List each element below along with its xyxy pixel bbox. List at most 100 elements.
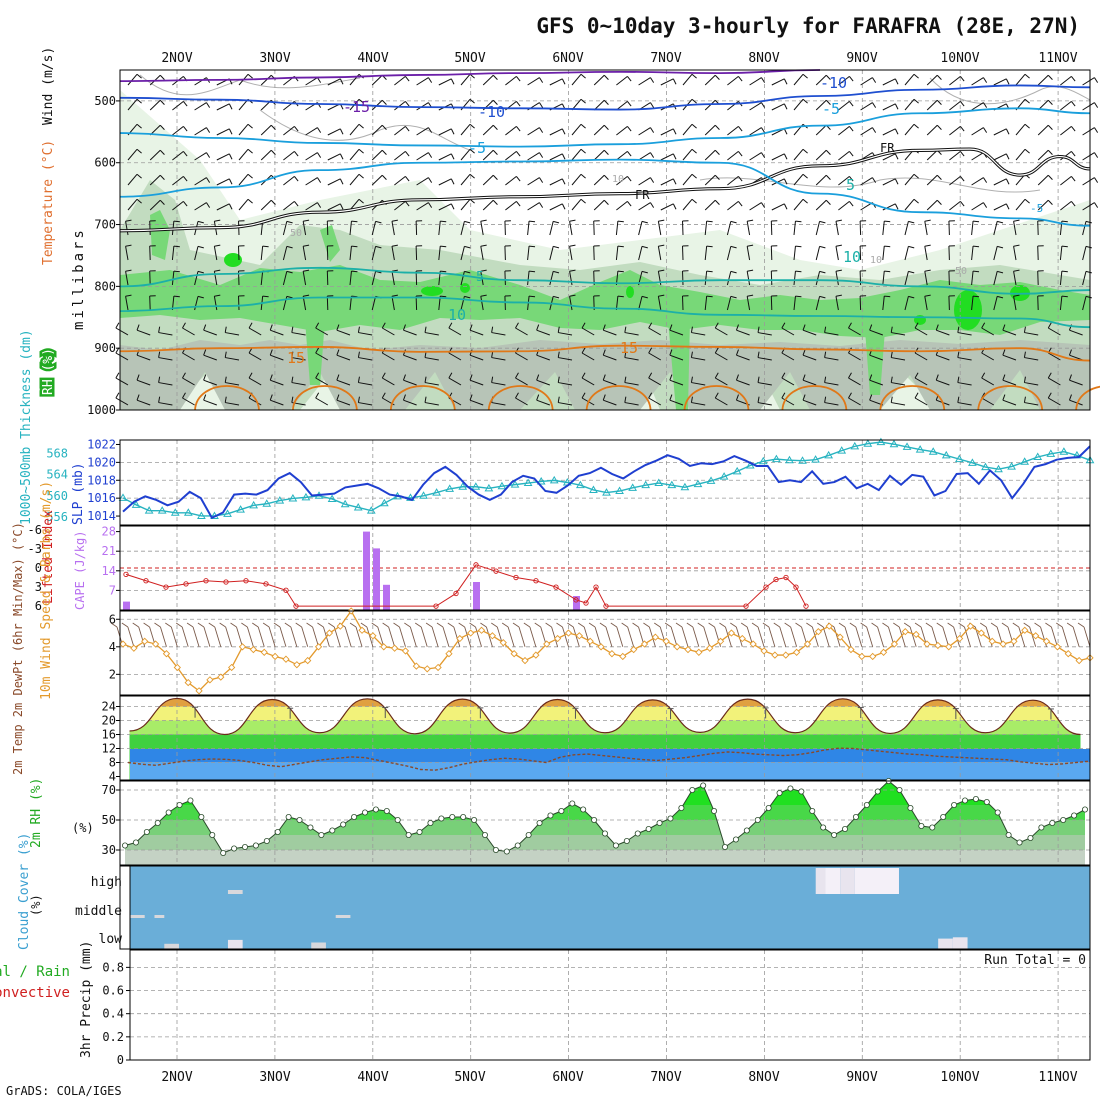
wind-barb bbox=[158, 357, 173, 361]
wind-barb bbox=[757, 382, 772, 386]
barb-10m-flag bbox=[958, 622, 965, 628]
wind-barb-flag bbox=[424, 376, 427, 383]
wind-speed-marker bbox=[336, 622, 344, 630]
wind-barb-flag bbox=[182, 392, 186, 399]
wind-barb bbox=[815, 246, 821, 261]
wind-barb bbox=[914, 377, 928, 386]
wind-barb-flag bbox=[735, 349, 739, 356]
wind-barb bbox=[936, 354, 950, 361]
thickness-marker bbox=[589, 485, 598, 493]
isotherm-5 bbox=[119, 158, 1091, 227]
wind-barb bbox=[682, 123, 693, 136]
wind-speed-marker bbox=[749, 640, 757, 648]
wind-barb-flag bbox=[1061, 270, 1068, 273]
wind-barb-flag bbox=[214, 219, 221, 222]
rh-marker bbox=[972, 796, 979, 803]
wind-barb-flag bbox=[224, 351, 227, 358]
barb-10m-flag bbox=[784, 622, 791, 628]
isotherm--10 bbox=[119, 84, 1091, 111]
barb-10m-flag bbox=[936, 622, 944, 628]
wind-barb bbox=[515, 327, 528, 336]
barb-10m-flag bbox=[795, 622, 802, 628]
wind-barb bbox=[824, 357, 839, 361]
wind-speed-marker bbox=[390, 644, 399, 652]
wind-barb bbox=[270, 329, 284, 336]
wind-barb bbox=[757, 402, 772, 406]
wind-speed-marker bbox=[119, 640, 127, 648]
wind-speed-line bbox=[119, 607, 1094, 695]
wind-barb bbox=[194, 152, 207, 161]
wind-barb bbox=[914, 352, 928, 361]
rh-bright-spot-2 bbox=[421, 286, 443, 296]
rh-band bbox=[125, 850, 1085, 865]
isotherm--15 bbox=[119, 69, 821, 83]
wind-barb-flag bbox=[761, 77, 766, 83]
wind-barb bbox=[469, 329, 484, 336]
wind-barb bbox=[1048, 397, 1061, 406]
wind-barb-flag bbox=[848, 392, 852, 399]
wind-barb bbox=[793, 148, 804, 161]
thickness-marker bbox=[366, 506, 376, 514]
wind-barb-flag bbox=[450, 153, 455, 160]
wind-barb bbox=[660, 178, 674, 186]
wind-barb bbox=[848, 377, 861, 386]
wind-barb bbox=[327, 153, 341, 161]
wind-barb-flag bbox=[757, 396, 760, 403]
wind-barb-flag bbox=[824, 396, 827, 403]
wind-barb bbox=[638, 77, 651, 86]
wind-barb bbox=[949, 125, 961, 136]
wind-barb bbox=[282, 271, 288, 286]
wind-barb-flag bbox=[983, 77, 988, 83]
wind-barb bbox=[225, 332, 240, 336]
tick-rh-30: 30 bbox=[102, 843, 116, 857]
wind-barb-flag bbox=[480, 269, 487, 272]
wind-barb bbox=[571, 123, 582, 136]
wind-barb-flag bbox=[835, 219, 842, 222]
wind-barb bbox=[904, 296, 909, 311]
panel6-frame bbox=[119, 780, 1091, 866]
ylabel-rh: RH (%) bbox=[41, 348, 56, 395]
wind-barb-flag bbox=[960, 76, 965, 82]
barb-10m-flag bbox=[1056, 622, 1063, 628]
wind-barb bbox=[838, 125, 850, 136]
wind-barb-flag bbox=[580, 198, 586, 204]
wind-barb-flag bbox=[935, 374, 939, 381]
wind-barb-flag bbox=[802, 394, 806, 401]
wind-barb-flag bbox=[641, 220, 648, 224]
wind-barb bbox=[749, 77, 762, 86]
wind-barb bbox=[291, 382, 306, 386]
wind-barb bbox=[248, 377, 262, 386]
wind-barb-flag bbox=[228, 128, 233, 135]
wind-barb-flag bbox=[627, 76, 632, 82]
wind-barb bbox=[648, 397, 662, 406]
wind-barb-flag bbox=[603, 174, 609, 180]
wind-barb bbox=[581, 327, 595, 336]
wind-barb-flag bbox=[691, 98, 697, 104]
ylabel-temp: Temperature (°C) bbox=[41, 140, 56, 265]
wind-barb bbox=[704, 296, 708, 311]
wind-barb-flag bbox=[339, 203, 344, 210]
wind-barb bbox=[1015, 123, 1026, 136]
wind-barb bbox=[824, 402, 839, 406]
wind-barb bbox=[957, 332, 972, 336]
li-marker bbox=[793, 584, 799, 590]
wind-barb bbox=[371, 221, 377, 236]
wind-barb bbox=[416, 177, 429, 186]
wind-barb bbox=[1082, 221, 1087, 236]
wind-barb-flag bbox=[872, 77, 877, 83]
wind-barb bbox=[571, 173, 582, 186]
wind-barb-flag bbox=[602, 374, 606, 381]
wind-barb-flag bbox=[1023, 351, 1026, 358]
barb-10m-flag bbox=[599, 622, 607, 628]
wind-barb bbox=[771, 103, 785, 111]
wind-barb-flag bbox=[957, 396, 960, 403]
barb-10m-flag bbox=[697, 622, 704, 628]
wind-speed-marker bbox=[803, 640, 812, 648]
wind-barb bbox=[358, 357, 373, 361]
wind-barb bbox=[172, 100, 184, 111]
wind-barb bbox=[349, 296, 352, 311]
wind-barb-flag bbox=[448, 322, 453, 329]
wind-barb bbox=[815, 221, 821, 236]
wind-barb bbox=[727, 200, 739, 211]
wind-barb-flag bbox=[1005, 203, 1010, 210]
